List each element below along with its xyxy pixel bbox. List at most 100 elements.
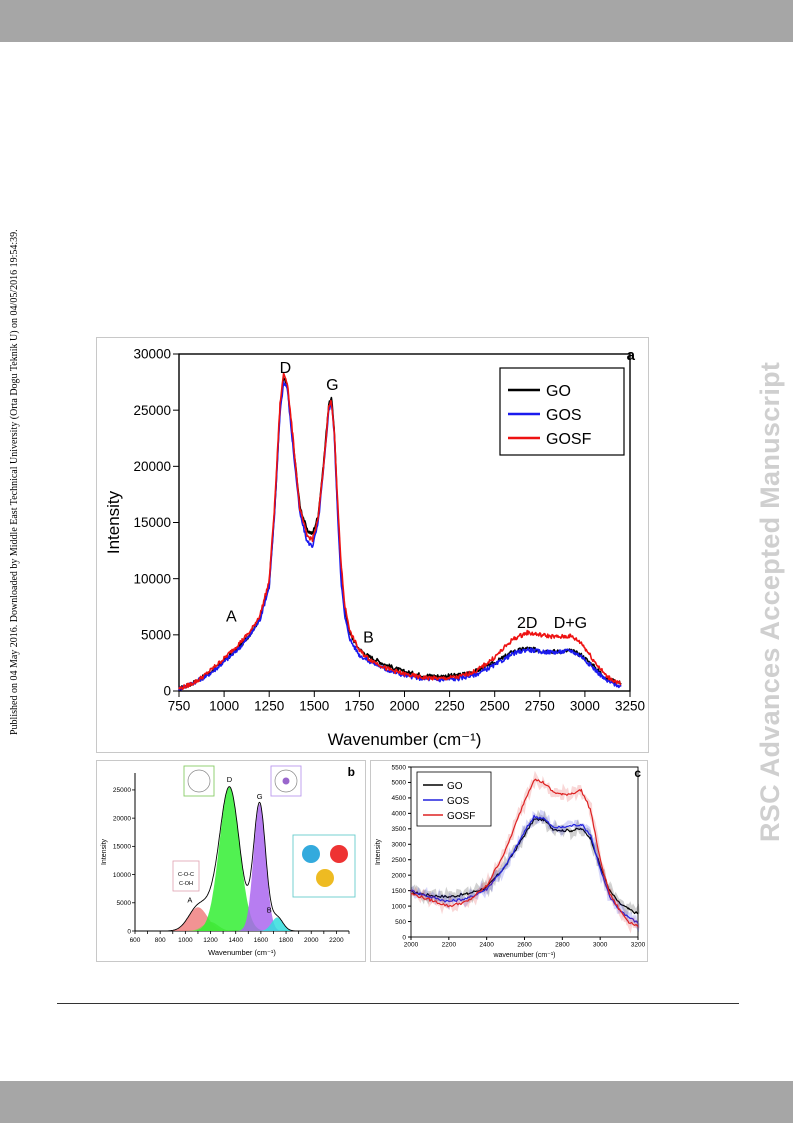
raman-panel-a: 750 1000 1250 1500 1750 2000 2250 2500 2750 3000 3… bbox=[96, 337, 649, 753]
x-tick-label: 1000 bbox=[209, 699, 239, 714]
x-tick-label: 1750 bbox=[344, 699, 374, 714]
peak-label-a: A bbox=[187, 895, 192, 904]
peak-label-2d: 2D bbox=[517, 615, 537, 632]
peak-label-d: D bbox=[227, 775, 233, 784]
x-tick-label: 2200 bbox=[329, 937, 344, 944]
y-tick-label: 5000 bbox=[141, 628, 171, 643]
y-tick-label: 500 bbox=[395, 919, 406, 926]
peak-label-d+g: D+G bbox=[554, 615, 587, 632]
y-tick-label: 4500 bbox=[392, 795, 407, 802]
y-tick-label: 30000 bbox=[133, 347, 171, 362]
x-tick-label: 2600 bbox=[517, 942, 532, 949]
legend-box bbox=[416, 771, 492, 827]
y-tick-label: 10000 bbox=[133, 571, 171, 586]
y-tick-label: 0 bbox=[163, 684, 171, 699]
x-tick-label: 2400 bbox=[479, 942, 494, 949]
peak-label-a: A bbox=[226, 608, 237, 625]
x-tick-label: 750 bbox=[168, 699, 191, 714]
peak-area-a bbox=[160, 907, 236, 931]
y-tick-label: 1000 bbox=[392, 903, 407, 910]
oxygen-groups-inset bbox=[172, 860, 200, 892]
x-tick-label: 1400 bbox=[228, 937, 243, 944]
series-noise-band-gos bbox=[409, 809, 640, 933]
y-tick-label: 4000 bbox=[392, 811, 407, 818]
lattice-center-icon bbox=[282, 777, 290, 785]
panel-letter: a bbox=[627, 347, 636, 364]
series-line-gos bbox=[410, 814, 639, 924]
y-tick-label: 5000 bbox=[117, 900, 132, 907]
y-tick-label: 25000 bbox=[133, 403, 171, 418]
panel-letter: c bbox=[634, 766, 641, 780]
series-line-gosf bbox=[410, 778, 639, 927]
blue-domain-icon bbox=[302, 845, 320, 863]
zoom-panel-c: 2000 2200 2400 2600 2800 3000 3200 0 500 1000 1500… bbox=[370, 760, 648, 962]
legend-label-go: GO bbox=[447, 781, 463, 792]
series-line-gos bbox=[178, 381, 622, 691]
x-tick-label: 2000 bbox=[404, 942, 419, 949]
x-tick-label: 3000 bbox=[593, 942, 608, 949]
peak-label-d: D bbox=[280, 360, 292, 377]
x-tick-label: 3200 bbox=[631, 942, 646, 949]
fit-envelope-line bbox=[147, 786, 343, 932]
x-tick-label: 1200 bbox=[203, 937, 218, 944]
x-axis-label: Wavenumber (cm⁻¹) bbox=[328, 730, 482, 749]
x-tick-label: 3250 bbox=[615, 699, 645, 714]
y-tick-label: 3000 bbox=[392, 842, 407, 849]
series-line-go bbox=[410, 817, 639, 915]
x-tick-label: 1800 bbox=[279, 937, 294, 944]
x-tick-label: 3000 bbox=[570, 699, 600, 714]
d-band-lattice-inset bbox=[183, 765, 215, 797]
y-tick-label: 3500 bbox=[392, 826, 407, 833]
legend-label-gos: GOS bbox=[546, 407, 582, 424]
legend-label-gosf: GOSF bbox=[447, 811, 475, 822]
legend-label-gos: GOS bbox=[447, 796, 470, 807]
lattice-ring-icon bbox=[274, 769, 298, 793]
y-tick-label: 20000 bbox=[113, 815, 131, 822]
y-tick-label: 10000 bbox=[113, 872, 131, 879]
x-tick-label: 600 bbox=[130, 937, 141, 944]
x-axis-label: wavenumber (cm⁻¹) bbox=[492, 952, 555, 959]
panel-letter: b bbox=[348, 765, 355, 779]
2d-band-zoom-chart: 2000 2200 2400 2600 2800 3000 3200 0 500 1000 1500… bbox=[375, 764, 646, 959]
x-tick-label: 2800 bbox=[555, 942, 570, 949]
yellow-domain-icon bbox=[316, 869, 334, 887]
x-tick-label: 2000 bbox=[304, 937, 319, 944]
x-tick-label: 1250 bbox=[254, 699, 284, 714]
footer-band bbox=[0, 1081, 793, 1123]
legend-label-gosf: GOSF bbox=[546, 431, 592, 448]
peak-area-g bbox=[235, 804, 284, 931]
y-tick-label: 0 bbox=[127, 928, 131, 935]
x-tick-label: 1600 bbox=[254, 937, 269, 944]
x-tick-label: 2000 bbox=[389, 699, 419, 714]
inset-label-coh: C-OH bbox=[179, 881, 193, 887]
x-tick-label: 2500 bbox=[480, 699, 510, 714]
peak-label-g: G bbox=[257, 792, 263, 801]
y-axis-label: Intensity bbox=[104, 490, 123, 554]
y-tick-label: 2500 bbox=[392, 857, 407, 864]
series-line-gosf bbox=[178, 372, 622, 691]
peak-label-b: B bbox=[363, 630, 374, 647]
legend-label-go: GO bbox=[546, 383, 571, 400]
y-tick-label: 15000 bbox=[133, 515, 171, 530]
lattice-defect-icon bbox=[187, 769, 211, 793]
y-tick-label: 5000 bbox=[392, 780, 407, 787]
y-tick-label: 0 bbox=[402, 934, 406, 941]
peak-area-b bbox=[254, 917, 300, 931]
y-tick-label: 25000 bbox=[113, 787, 131, 794]
red-domain-icon bbox=[330, 845, 348, 863]
x-tick-label: 2200 bbox=[442, 942, 457, 949]
y-tick-label: 2000 bbox=[392, 872, 407, 879]
raman-spectrum-chart: 750 1000 1250 1500 1750 2000 2250 2500 2750 3000 3… bbox=[104, 347, 645, 749]
peak-deconvolution-chart: 600 800 1000 1200 1400 1600 1800 2000 2200 0 5000 1… bbox=[101, 765, 356, 957]
accepted-manuscript-watermark: RSC Advances Accepted Manuscript bbox=[755, 361, 785, 842]
header-band bbox=[0, 0, 793, 42]
deconvolution-panel-b: 600 800 1000 1200 1400 1600 1800 2000 2200 0 5000 1… bbox=[96, 760, 366, 962]
x-tick-label: 800 bbox=[155, 937, 166, 944]
y-tick-label: 5500 bbox=[392, 764, 407, 771]
y-tick-label: 20000 bbox=[133, 459, 171, 474]
y-axis-label: Intensity bbox=[375, 838, 382, 865]
x-tick-label: 2750 bbox=[525, 699, 555, 714]
legend-box bbox=[499, 367, 625, 456]
x-tick-label: 1500 bbox=[299, 699, 329, 714]
y-tick-label: 1500 bbox=[392, 888, 407, 895]
